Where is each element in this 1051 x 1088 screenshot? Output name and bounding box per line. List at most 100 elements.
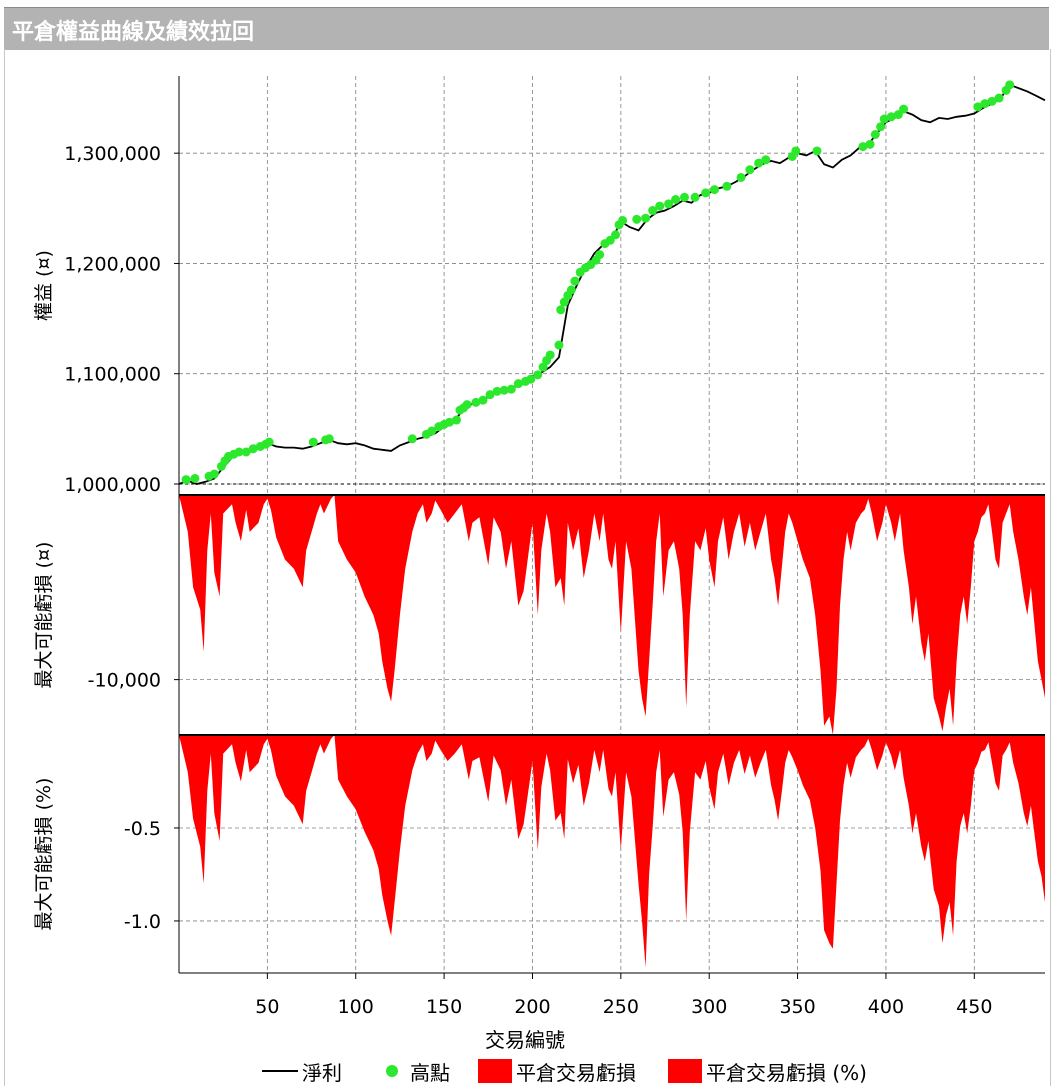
high-point-marker xyxy=(181,475,191,485)
high-point-marker xyxy=(264,437,274,447)
high-point-marker xyxy=(407,434,417,444)
high-point-marker xyxy=(570,276,580,286)
high-point-marker xyxy=(690,192,700,202)
high-point-marker xyxy=(722,181,732,191)
high-point-marker xyxy=(710,185,720,195)
high-point-marker xyxy=(1005,80,1015,90)
high-point-marker xyxy=(745,165,755,175)
high-point-marker xyxy=(870,129,880,139)
high-point-marker xyxy=(641,213,651,223)
high-point-marker xyxy=(994,93,1004,103)
high-point-marker xyxy=(791,146,801,156)
x-tick-label: 150 xyxy=(426,996,462,1018)
high-point-marker xyxy=(427,426,437,436)
x-tick-label: 100 xyxy=(338,996,374,1018)
x-tick-label: 400 xyxy=(868,996,904,1018)
high-point-marker xyxy=(858,142,868,152)
panel-drawdown_pct: -0.5 -1.0 最大可能虧損 (%) xyxy=(33,734,1045,973)
high-point-marker xyxy=(973,102,983,112)
panel-equity: 1,000,000 1,100,000 1,200,000 1,300,000 權益 (… xyxy=(33,76,1046,496)
high-point-marker xyxy=(559,297,569,307)
high-point-marker xyxy=(648,206,658,216)
high-point-marker xyxy=(865,139,875,149)
x-tick-label: 50 xyxy=(255,996,279,1018)
drawdown_pct-area xyxy=(179,735,1045,968)
chart-title: 平倉權益曲線及績效拉回 xyxy=(12,20,255,45)
high-point-marker xyxy=(595,250,605,260)
high-point-marker xyxy=(545,350,555,360)
high-point-marker xyxy=(655,201,665,211)
high-point-marker xyxy=(812,146,822,156)
high-point-marker xyxy=(538,362,548,372)
high-point-marker xyxy=(980,99,990,109)
high-point-marker xyxy=(554,340,564,350)
x-tick-label: 250 xyxy=(603,996,639,1018)
high-point-marker xyxy=(876,122,886,132)
legend-dot-icon xyxy=(386,1065,398,1077)
high-point-marker xyxy=(736,172,746,182)
high-point-marker xyxy=(234,447,244,457)
high-point-marker xyxy=(451,415,461,425)
y-tick-label: -1.0 xyxy=(124,911,161,933)
x-axis-label: 交易編號 xyxy=(485,1028,565,1052)
high-point-marker xyxy=(513,379,523,389)
y-tick-label: 1,000,000 xyxy=(64,474,161,496)
y-tick-label: -0.5 xyxy=(124,818,161,840)
y-axis-label: 最大可能虧損 (¤) xyxy=(33,542,55,689)
x-tick-label: 350 xyxy=(779,996,815,1018)
y-axis-label: 最大可能虧損 (%) xyxy=(33,778,55,931)
panel-drawdown: -10,000 最大可能虧損 (¤) xyxy=(33,494,1045,735)
y-axis-label: 權益 (¤) xyxy=(33,250,55,321)
high-point-marker xyxy=(308,437,318,447)
y-tick-label: -10,000 xyxy=(88,670,161,692)
high-point-marker xyxy=(632,214,642,224)
high-point-marker xyxy=(701,188,711,198)
high-point-marker xyxy=(241,447,251,457)
legend-item-high-point: 高點 xyxy=(372,1056,450,1086)
high-point-marker xyxy=(499,385,509,395)
high-point-marker xyxy=(879,114,889,124)
legend-item-drawdown-pct: 平倉交易虧損 (%) xyxy=(668,1056,867,1086)
x-tick-label: 450 xyxy=(956,996,992,1018)
title-bar: 平倉權益曲線及績效拉回 xyxy=(4,7,1049,50)
high-point-marker xyxy=(209,469,219,479)
x-tick-label: 200 xyxy=(514,996,550,1018)
drawdown-area xyxy=(179,495,1045,735)
legend-label-net-profit: 淨利 xyxy=(302,1060,342,1085)
legend-box-icon xyxy=(668,1059,702,1083)
high-point-marker xyxy=(671,194,681,204)
high-point-marker xyxy=(664,199,674,209)
high-point-marker xyxy=(471,397,481,407)
high-point-marker xyxy=(492,386,502,396)
legend-line-icon xyxy=(262,1070,298,1072)
legend-label-drawdown-pct: 平倉交易虧損 (%) xyxy=(706,1060,867,1085)
high-point-marker xyxy=(556,305,566,315)
y-tick-label: 1,100,000 xyxy=(64,364,161,386)
high-point-marker xyxy=(987,96,997,106)
high-point-marker xyxy=(248,444,258,454)
high-point-marker xyxy=(886,112,896,122)
high-point-marker xyxy=(478,395,488,405)
high-point-marker xyxy=(566,285,576,295)
y-tick-label: 1,200,000 xyxy=(64,253,161,275)
y-tick-label: 1,300,000 xyxy=(64,143,161,165)
high-point-marker xyxy=(618,215,628,225)
high-point-marker xyxy=(761,155,771,165)
high-point-marker xyxy=(533,370,543,380)
legend: 淨利 高點 平倉交易虧損 平倉交易虧損 (%) xyxy=(0,1056,1051,1086)
high-point-marker xyxy=(611,230,621,240)
high-point-marker xyxy=(324,434,334,444)
equity-line xyxy=(178,83,1046,485)
high-point-marker xyxy=(899,104,909,114)
x-tick-label: 300 xyxy=(691,996,727,1018)
high-point-marker xyxy=(485,390,495,400)
legend-label-high-point: 高點 xyxy=(410,1060,450,1085)
high-point-marker xyxy=(444,417,454,427)
high-point-marker xyxy=(526,374,536,384)
high-point-marker xyxy=(462,400,472,410)
legend-item-net-profit: 淨利 xyxy=(262,1056,342,1086)
legend-box-icon xyxy=(478,1059,512,1083)
legend-item-drawdown: 平倉交易虧損 xyxy=(478,1056,636,1086)
legend-label-drawdown: 平倉交易虧損 xyxy=(516,1060,636,1085)
high-point-marker xyxy=(190,473,200,483)
